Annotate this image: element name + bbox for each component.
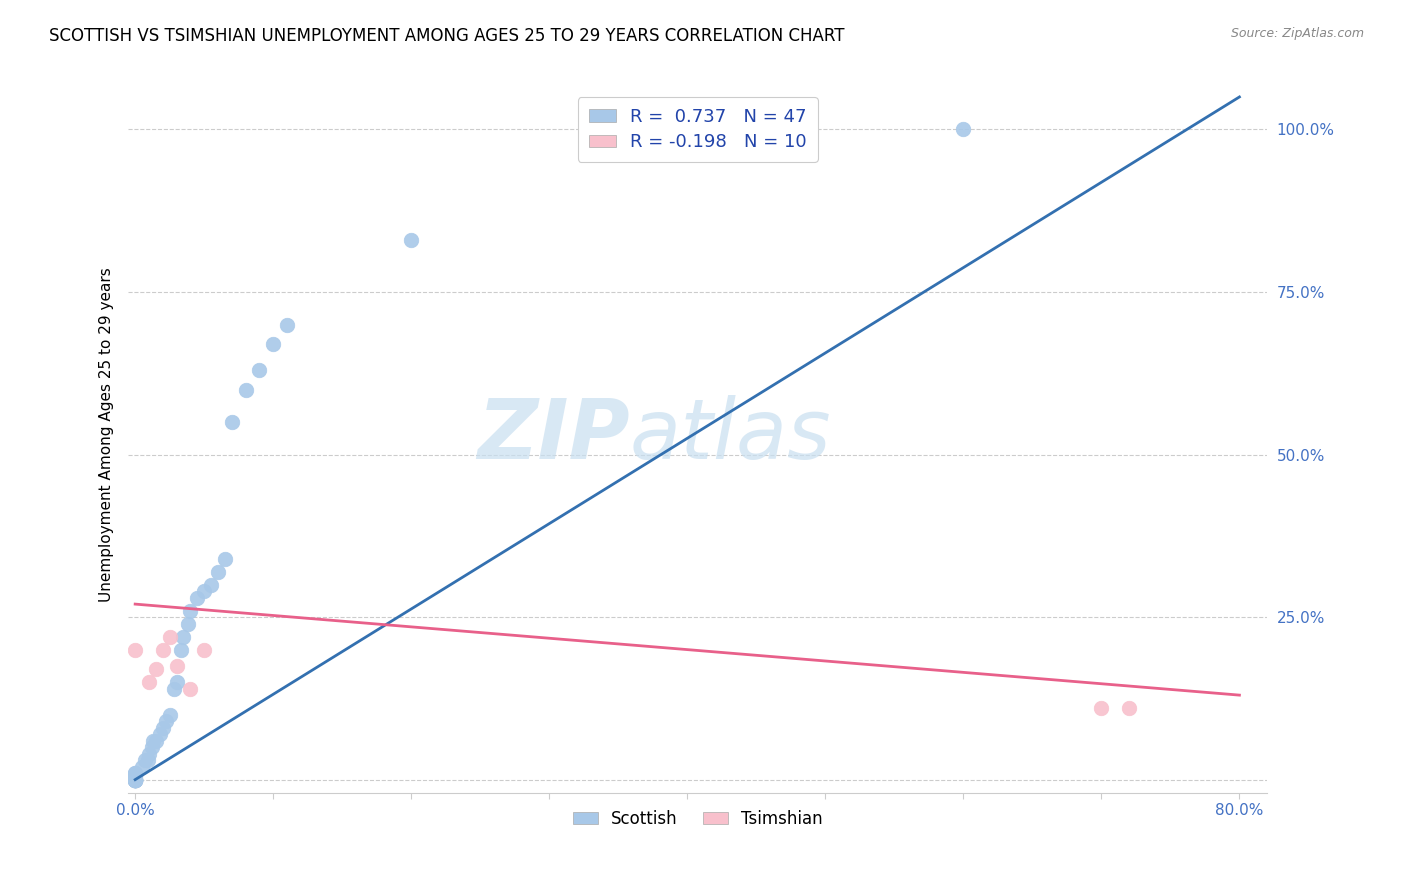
Point — [124, 766, 146, 780]
Point — [124, 642, 146, 657]
Point — [1090, 701, 1112, 715]
Point — [1118, 701, 1140, 715]
Point — [124, 772, 146, 787]
Point — [159, 707, 181, 722]
Point — [142, 733, 165, 747]
Point — [145, 733, 167, 747]
Point — [276, 318, 298, 332]
Point — [152, 721, 174, 735]
Point — [155, 714, 177, 728]
Point — [124, 769, 146, 783]
Point — [207, 565, 229, 579]
Point — [134, 753, 156, 767]
Point — [136, 753, 159, 767]
Point — [124, 772, 146, 787]
Point — [124, 772, 146, 787]
Point — [124, 772, 146, 787]
Point — [124, 766, 146, 780]
Point — [124, 772, 146, 787]
Point — [141, 740, 163, 755]
Point — [124, 772, 146, 787]
Point — [163, 681, 186, 696]
Point — [179, 681, 201, 696]
Point — [235, 383, 257, 397]
Point — [124, 772, 146, 787]
Point — [193, 584, 215, 599]
Point — [247, 363, 270, 377]
Point — [159, 630, 181, 644]
Point — [193, 642, 215, 657]
Point — [138, 675, 160, 690]
Point — [124, 772, 146, 787]
Point — [179, 604, 201, 618]
Point — [149, 727, 172, 741]
Text: atlas: atlas — [630, 394, 831, 475]
Point — [214, 551, 236, 566]
Point — [262, 337, 284, 351]
Point — [124, 772, 146, 787]
Point — [170, 642, 193, 657]
Point — [138, 747, 160, 761]
Point — [124, 772, 146, 787]
Text: SCOTTISH VS TSIMSHIAN UNEMPLOYMENT AMONG AGES 25 TO 29 YEARS CORRELATION CHART: SCOTTISH VS TSIMSHIAN UNEMPLOYMENT AMONG… — [49, 27, 845, 45]
Point — [131, 759, 153, 773]
Point — [200, 577, 222, 591]
Text: ZIP: ZIP — [477, 394, 630, 475]
Point — [221, 415, 243, 429]
Point — [152, 642, 174, 657]
Point — [176, 616, 198, 631]
Point — [124, 772, 146, 787]
Point — [124, 772, 146, 787]
Point — [166, 658, 188, 673]
Legend: Scottish, Tsimshian: Scottish, Tsimshian — [567, 803, 830, 834]
Point — [145, 662, 167, 676]
Point — [172, 630, 194, 644]
Point — [124, 772, 146, 787]
Point — [186, 591, 208, 605]
Point — [399, 233, 422, 247]
Text: Source: ZipAtlas.com: Source: ZipAtlas.com — [1230, 27, 1364, 40]
Point — [166, 675, 188, 690]
Point — [124, 772, 146, 787]
Point — [124, 769, 146, 783]
Point — [952, 122, 974, 136]
Y-axis label: Unemployment Among Ages 25 to 29 years: Unemployment Among Ages 25 to 29 years — [100, 268, 114, 602]
